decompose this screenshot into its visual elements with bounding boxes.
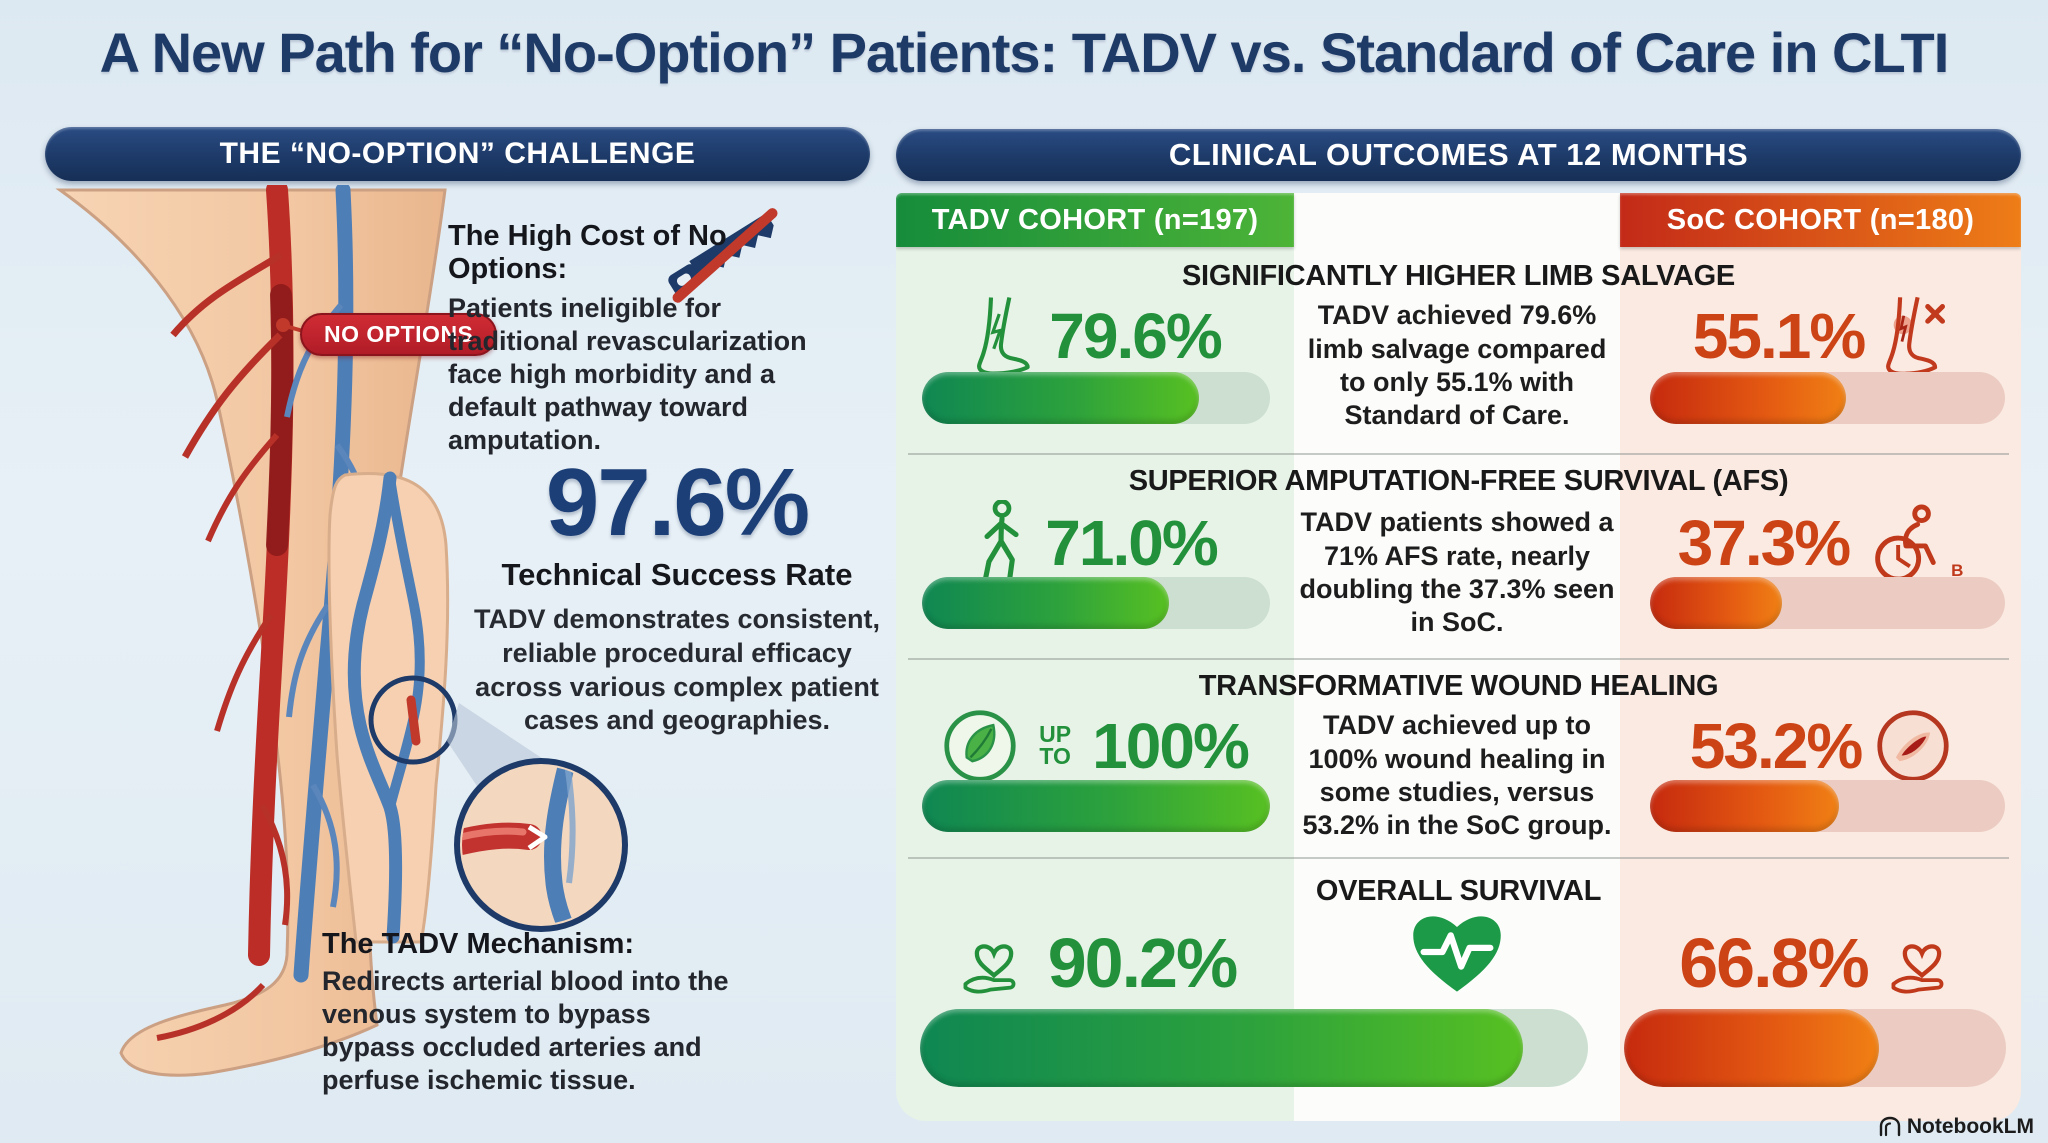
tadv-value: 71.0% (1045, 507, 1218, 579)
tadv-progress-fill (922, 577, 1170, 629)
technical-success-label: Technical Success Rate (501, 557, 853, 592)
row-description: TADV achieved up to 100% wound healing i… (1302, 710, 1612, 841)
row-heading: SUPERIOR AMPUTATION-FREE SURVIVAL (AFS) (1128, 465, 1789, 497)
tadv-progress-bar (922, 372, 1270, 424)
outcome-row-overall-survival: OVERALL SURVIVAL 90.2% 66.8% (896, 859, 2021, 1121)
soc-progress-fill (1650, 577, 1783, 629)
occlusion-point-marker (276, 318, 290, 332)
heart-pulse-icon (1413, 916, 1501, 992)
technical-success-block: 97.6% Technical Success Rate TADV demons… (458, 455, 896, 738)
no-options-badge-label: NO OPTIONS (324, 321, 474, 347)
tadv-progress-fill (922, 780, 1270, 832)
tadv-cohort-header: TADV COHORT (n=197) (896, 193, 1294, 247)
row-divider (908, 658, 2009, 660)
tadv-cohort-label: TADV COHORT (n=197) (931, 203, 1259, 236)
tadv-progress-fill (920, 1009, 1523, 1087)
tadv-value: 79.6% (1049, 300, 1222, 372)
tadv-progress-bar (922, 780, 1270, 832)
technical-success-body: TADV demonstrates consistent, reliable p… (473, 604, 881, 736)
soc-progress-fill (1624, 1009, 1880, 1087)
amputated-leg-icon (1886, 296, 1946, 376)
soc-value-row: 66.8% (1620, 915, 2021, 1011)
row-heading: TRANSFORMATIVE WOUND HEALING (1198, 670, 1719, 702)
limb-salvage-leg-icon (977, 297, 1030, 376)
high-cost-heading: The High Cost of No Options: (448, 220, 727, 285)
anastomosis-magnifier (454, 758, 628, 932)
tadv-value: 90.2% (1047, 924, 1238, 1002)
tadv-mechanism-block: The TADV Mechanism: Redirects arterial b… (322, 928, 742, 1097)
row-description: TADV patients showed a 71% AFS rate, nea… (1299, 507, 1615, 638)
soc-value-row: 37.3% B (1620, 501, 2021, 585)
wheelchair-icon (1875, 504, 1936, 582)
soc-cohort-label: SoC COHORT (n=180) (1666, 203, 1975, 236)
heart-hand-icon (963, 944, 1016, 994)
tadv-progress-bar (922, 577, 1270, 629)
row-heading: OVERALL SURVIVAL (1315, 875, 1602, 907)
right-panel-header-label: CLINICAL OUTCOMES AT 12 MONTHS (1168, 137, 1749, 172)
row-description: TADV achieved 79.6% limb salvage compare… (1307, 300, 1607, 431)
right-panel-header: CLINICAL OUTCOMES AT 12 MONTHS (896, 129, 2021, 181)
high-cost-body: Patients ineligible for traditional reva… (448, 293, 807, 455)
tadv-value-row: 90.2% (896, 915, 1294, 1011)
up-to-label: UP TO (1039, 721, 1072, 769)
soc-value: 37.3% (1677, 507, 1851, 579)
tadv-value-row: 71.0% (896, 500, 1294, 585)
outcome-row-limb-salvage: SIGNIFICANTLY HIGHER LIMB SALVAGE 79.6% … (896, 250, 2021, 453)
soc-value: 55.1% (1692, 300, 1866, 372)
row-heading: SIGNIFICANTLY HIGHER LIMB SALVAGE (1182, 260, 1735, 292)
technical-success-value: 97.6% (545, 449, 810, 556)
notebooklm-logo (1879, 1116, 1901, 1137)
soc-progress-fill (1650, 780, 1839, 832)
watermark: NotebookLM (1878, 1115, 2034, 1139)
row-divider (908, 453, 2009, 455)
no-options-badge: NO OPTIONS (300, 313, 498, 356)
outcome-row-afs: SUPERIOR AMPUTATION-FREE SURVIVAL (AFS) … (896, 455, 2021, 658)
left-panel-header: THE “NO-OPTION” CHALLENGE (45, 127, 870, 181)
wheelchair-icon-sublabel: B (1951, 561, 1964, 580)
soc-progress-bar (1650, 780, 2005, 832)
tadv-value-row: UP TO 100% (896, 704, 1294, 788)
heart-hand-icon (1891, 944, 1944, 994)
tadv-progress-bar (920, 1009, 1588, 1087)
no-amputation-symbol (645, 203, 803, 311)
soc-value: 66.8% (1679, 924, 1869, 1002)
prohibition-slash-icon (672, 208, 778, 303)
overall-survival-center (1294, 905, 1620, 999)
soc-cohort-header: SoC COHORT (n=180) (1620, 193, 2021, 247)
tadv-mechanism-heading: The TADV Mechanism: (322, 928, 635, 960)
soc-progress-fill (1650, 372, 1846, 424)
leaf-icon (944, 710, 1016, 782)
soc-progress-bar (1650, 372, 2005, 424)
leg-anatomy-illustration (55, 185, 628, 1077)
tadv-mechanism-body: Redirects arterial blood into the venous… (322, 966, 729, 1095)
soc-value-row: 53.2% (1620, 704, 2021, 788)
high-cost-block: The High Cost of No Options: Patients in… (448, 220, 844, 457)
walking-person-icon (982, 500, 1019, 583)
watermark-label: NotebookLM (1906, 1115, 2034, 1138)
tadv-progress-fill (922, 372, 1199, 424)
wound-icon (1877, 710, 1949, 782)
row-divider (908, 857, 2009, 859)
tadv-value-row: 79.6% (896, 294, 1294, 378)
outcome-row-wound-healing: TRANSFORMATIVE WOUND HEALING UP TO 100% … (896, 660, 2021, 857)
outcomes-grid: TADV COHORT (n=197) SoC COHORT (n=180) S… (896, 193, 2021, 1121)
tadv-value: 100% (1092, 710, 1250, 782)
left-panel-header-label: THE “NO-OPTION” CHALLENGE (219, 137, 696, 170)
page-title: A New Path for “No-Option” Patients: TAD… (99, 21, 1950, 84)
soc-value: 53.2% (1689, 710, 1863, 782)
soc-value-row: 55.1% (1620, 294, 2021, 378)
soc-progress-bar (1624, 1009, 2006, 1087)
soc-progress-bar (1650, 577, 2005, 629)
